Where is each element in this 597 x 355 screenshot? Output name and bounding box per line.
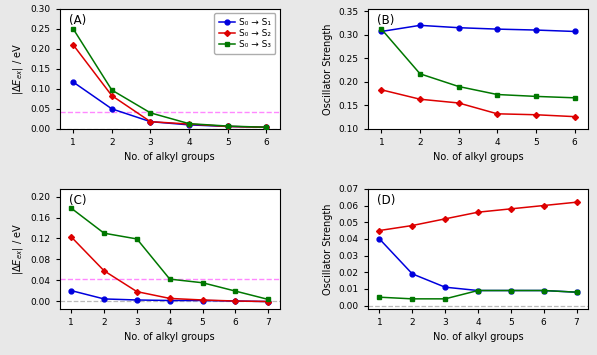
- Text: (C): (C): [69, 194, 86, 207]
- Y-axis label: $|\Delta E_{ex}|$ / eV: $|\Delta E_{ex}|$ / eV: [11, 223, 25, 275]
- X-axis label: No. of alkyl groups: No. of alkyl groups: [433, 332, 524, 343]
- X-axis label: No. of alkyl groups: No. of alkyl groups: [124, 332, 215, 343]
- X-axis label: No. of alkyl groups: No. of alkyl groups: [124, 152, 215, 163]
- X-axis label: No. of alkyl groups: No. of alkyl groups: [433, 152, 524, 163]
- Y-axis label: Oscillator Strength: Oscillator Strength: [323, 23, 333, 115]
- Y-axis label: Oscillator Strength: Oscillator Strength: [323, 203, 333, 295]
- Text: (D): (D): [377, 194, 395, 207]
- Y-axis label: $|\Delta E_{ex}|$ / eV: $|\Delta E_{ex}|$ / eV: [11, 43, 25, 95]
- Text: (A): (A): [69, 14, 86, 27]
- Legend: S₀ → S₁, S₀ → S₂, S₀ → S₃: S₀ → S₁, S₀ → S₂, S₀ → S₃: [214, 13, 275, 54]
- Text: (B): (B): [377, 14, 394, 27]
